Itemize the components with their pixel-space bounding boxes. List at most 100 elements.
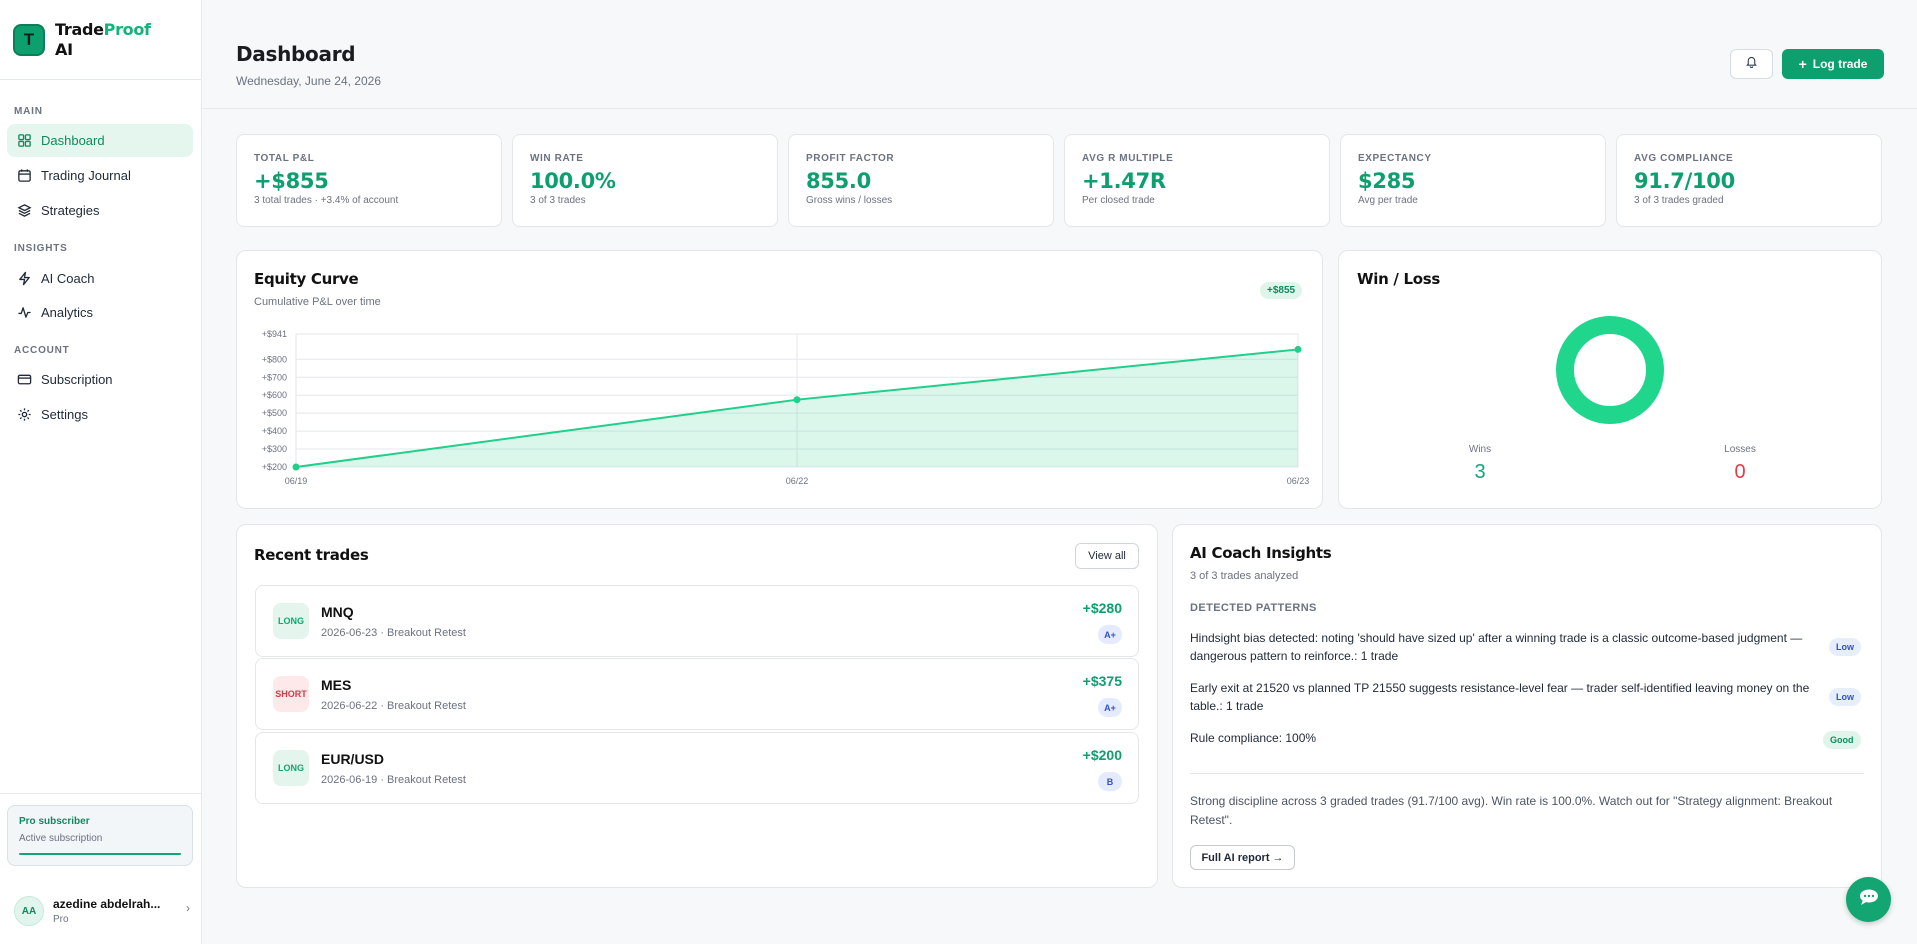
stat-label: TOTAL P&L	[254, 153, 315, 164]
trade-row[interactable]: SHORT MES 2026-06-22 · Breakout Retest +…	[255, 658, 1139, 730]
layers-icon	[16, 203, 32, 219]
trade-pnl: +$375	[1082, 673, 1122, 689]
sidebar-item-trading-journal[interactable]: Trading Journal	[7, 159, 193, 192]
detected-patterns-label: DETECTED PATTERNS	[1190, 602, 1317, 614]
equity-title: Equity Curve	[254, 270, 359, 288]
trade-row[interactable]: LONG MNQ 2026-06-23 · Breakout Retest +$…	[255, 585, 1139, 657]
notifications-button[interactable]	[1730, 49, 1773, 79]
losses-label: Losses	[1724, 444, 1756, 455]
trade-meta: 2026-06-22 · Breakout Retest	[321, 700, 466, 712]
grade-badge: B	[1098, 772, 1122, 791]
trade-symbol: EUR/USD	[321, 751, 385, 767]
sidebar-item-ai-coach[interactable]: AI Coach	[7, 262, 193, 295]
sidebar-item-label: Trading Journal	[41, 168, 131, 183]
trade-symbol: MES	[321, 677, 352, 693]
severity-badge: Good	[1823, 731, 1861, 749]
grade-badge: A+	[1098, 625, 1122, 644]
stat-label: AVG R MULTIPLE	[1082, 153, 1174, 164]
stat-sub: 3 of 3 trades	[530, 195, 586, 206]
sidebar-item-label: Settings	[41, 407, 88, 422]
page-title: Dashboard	[236, 42, 356, 66]
trade-row[interactable]: LONG EUR/USD 2026-06-19 · Breakout Retes…	[255, 732, 1139, 804]
trade-symbol: MNQ	[321, 604, 354, 620]
stat-label: WIN RATE	[530, 153, 584, 164]
equity-subtitle: Cumulative P&L over time	[254, 296, 381, 308]
stat-win-rate: WIN RATE 100.0% 3 of 3 trades	[512, 134, 778, 227]
equity-total-badge: +$855	[1260, 282, 1303, 299]
pro-subscriber-card[interactable]: Pro subscriber Active subscription	[7, 805, 193, 866]
pro-subtitle: Active subscription	[19, 833, 103, 844]
grade-badge: A+	[1098, 698, 1122, 717]
log-trade-label: Log trade	[1812, 57, 1868, 71]
wins-label: Wins	[1468, 444, 1492, 455]
stat-value: +$855	[254, 169, 329, 193]
sidebar-item-strategies[interactable]: Strategies	[7, 194, 193, 227]
pattern-item: Early exit at 21520 vs planned TP 21550 …	[1190, 681, 1810, 713]
stat-expectancy: EXPECTANCY $285 Avg per trade	[1340, 134, 1606, 227]
stat-value: 91.7/100	[1634, 169, 1735, 193]
stat-profit-factor: PROFIT FACTOR 855.0 Gross wins / losses	[788, 134, 1054, 227]
pro-bar	[19, 853, 181, 855]
stat-value: $285	[1358, 169, 1416, 193]
brand-part-ai: AI	[55, 40, 73, 59]
brand-part-trade: Trade	[55, 20, 104, 39]
stat-value: 100.0%	[530, 169, 616, 193]
side-badge: LONG	[273, 750, 309, 786]
trade-meta: 2026-06-23 · Breakout Retest	[321, 627, 466, 639]
log-trade-button[interactable]: + Log trade	[1782, 49, 1884, 79]
sidebar-item-label: Analytics	[41, 305, 94, 320]
stat-avg-compliance: AVG COMPLIANCE 91.7/100 3 of 3 trades gr…	[1616, 134, 1882, 227]
stat-sub: 3 total trades · +3.4% of account	[254, 195, 399, 206]
avatar: AA	[14, 896, 44, 926]
view-all-button[interactable]: View all	[1075, 543, 1139, 569]
credit-card-icon	[16, 372, 32, 388]
stat-avg-r-multiple: AVG R MULTIPLE +1.47R Per closed trade	[1064, 134, 1330, 227]
pattern-item: Rule compliance: 100%	[1190, 731, 1317, 745]
chat-bubble-icon	[1858, 888, 1880, 911]
sidebar-item-dashboard[interactable]: Dashboard	[7, 124, 193, 157]
bell-icon	[1745, 55, 1758, 73]
stat-label: EXPECTANCY	[1358, 153, 1432, 164]
user-plan: Pro	[53, 914, 69, 925]
ai-coach-subtitle: 3 of 3 trades analyzed	[1190, 570, 1299, 582]
sidebar-item-settings[interactable]: Settings	[7, 398, 193, 431]
equity-curve-panel	[236, 250, 1323, 509]
recent-trades-title: Recent trades	[254, 546, 369, 564]
bolt-icon	[16, 271, 32, 287]
sidebar-item-subscription[interactable]: Subscription	[7, 363, 193, 396]
activity-icon	[16, 305, 32, 321]
ai-coach-panel	[1172, 524, 1882, 888]
stat-label: AVG COMPLIANCE	[1634, 153, 1734, 164]
sidebar-divider	[0, 79, 201, 80]
losses-value: 0	[1734, 461, 1746, 483]
stat-total-pnl: TOTAL P&L +$855 3 total trades · +3.4% o…	[236, 134, 502, 227]
stat-sub: Avg per trade	[1358, 195, 1418, 206]
severity-badge: Low	[1829, 638, 1861, 656]
stat-value: +1.47R	[1082, 169, 1166, 193]
severity-badge: Low	[1829, 688, 1861, 706]
side-badge: SHORT	[273, 676, 309, 712]
sidebar-item-label: Subscription	[41, 372, 113, 387]
win-loss-title: Win / Loss	[1357, 270, 1441, 288]
section-label-account: ACCOUNT	[14, 345, 70, 356]
chat-button[interactable]	[1846, 877, 1891, 922]
side-badge: LONG	[273, 603, 309, 639]
brand-logo[interactable]: T TradeProof AI	[13, 20, 151, 60]
trade-meta: 2026-06-19 · Breakout Retest	[321, 774, 466, 786]
win-loss-panel	[1338, 250, 1882, 509]
trade-pnl: +$200	[1082, 747, 1122, 763]
sidebar: T TradeProof AI MAIN Dashboard Trading J…	[0, 0, 202, 944]
user-menu[interactable]: AA azedine abdelrah... Pro ›	[14, 893, 190, 929]
ai-coach-title: AI Coach Insights	[1190, 544, 1332, 562]
full-ai-report-button[interactable]: Full AI report →	[1190, 845, 1295, 870]
brand-part-proof: Proof	[103, 20, 151, 39]
plus-icon: +	[1798, 56, 1807, 72]
coach-divider	[1190, 773, 1864, 774]
sidebar-item-analytics[interactable]: Analytics	[7, 296, 193, 329]
sidebar-item-label: Dashboard	[41, 133, 105, 148]
pattern-item: Hindsight bias detected: noting 'should …	[1190, 631, 1803, 663]
page-header: Dashboard Wednesday, June 24, 2026 + Log…	[203, 0, 1917, 109]
stat-label: PROFIT FACTOR	[806, 153, 895, 164]
sidebar-item-label: Strategies	[41, 203, 100, 218]
sidebar-item-label: AI Coach	[41, 271, 95, 286]
